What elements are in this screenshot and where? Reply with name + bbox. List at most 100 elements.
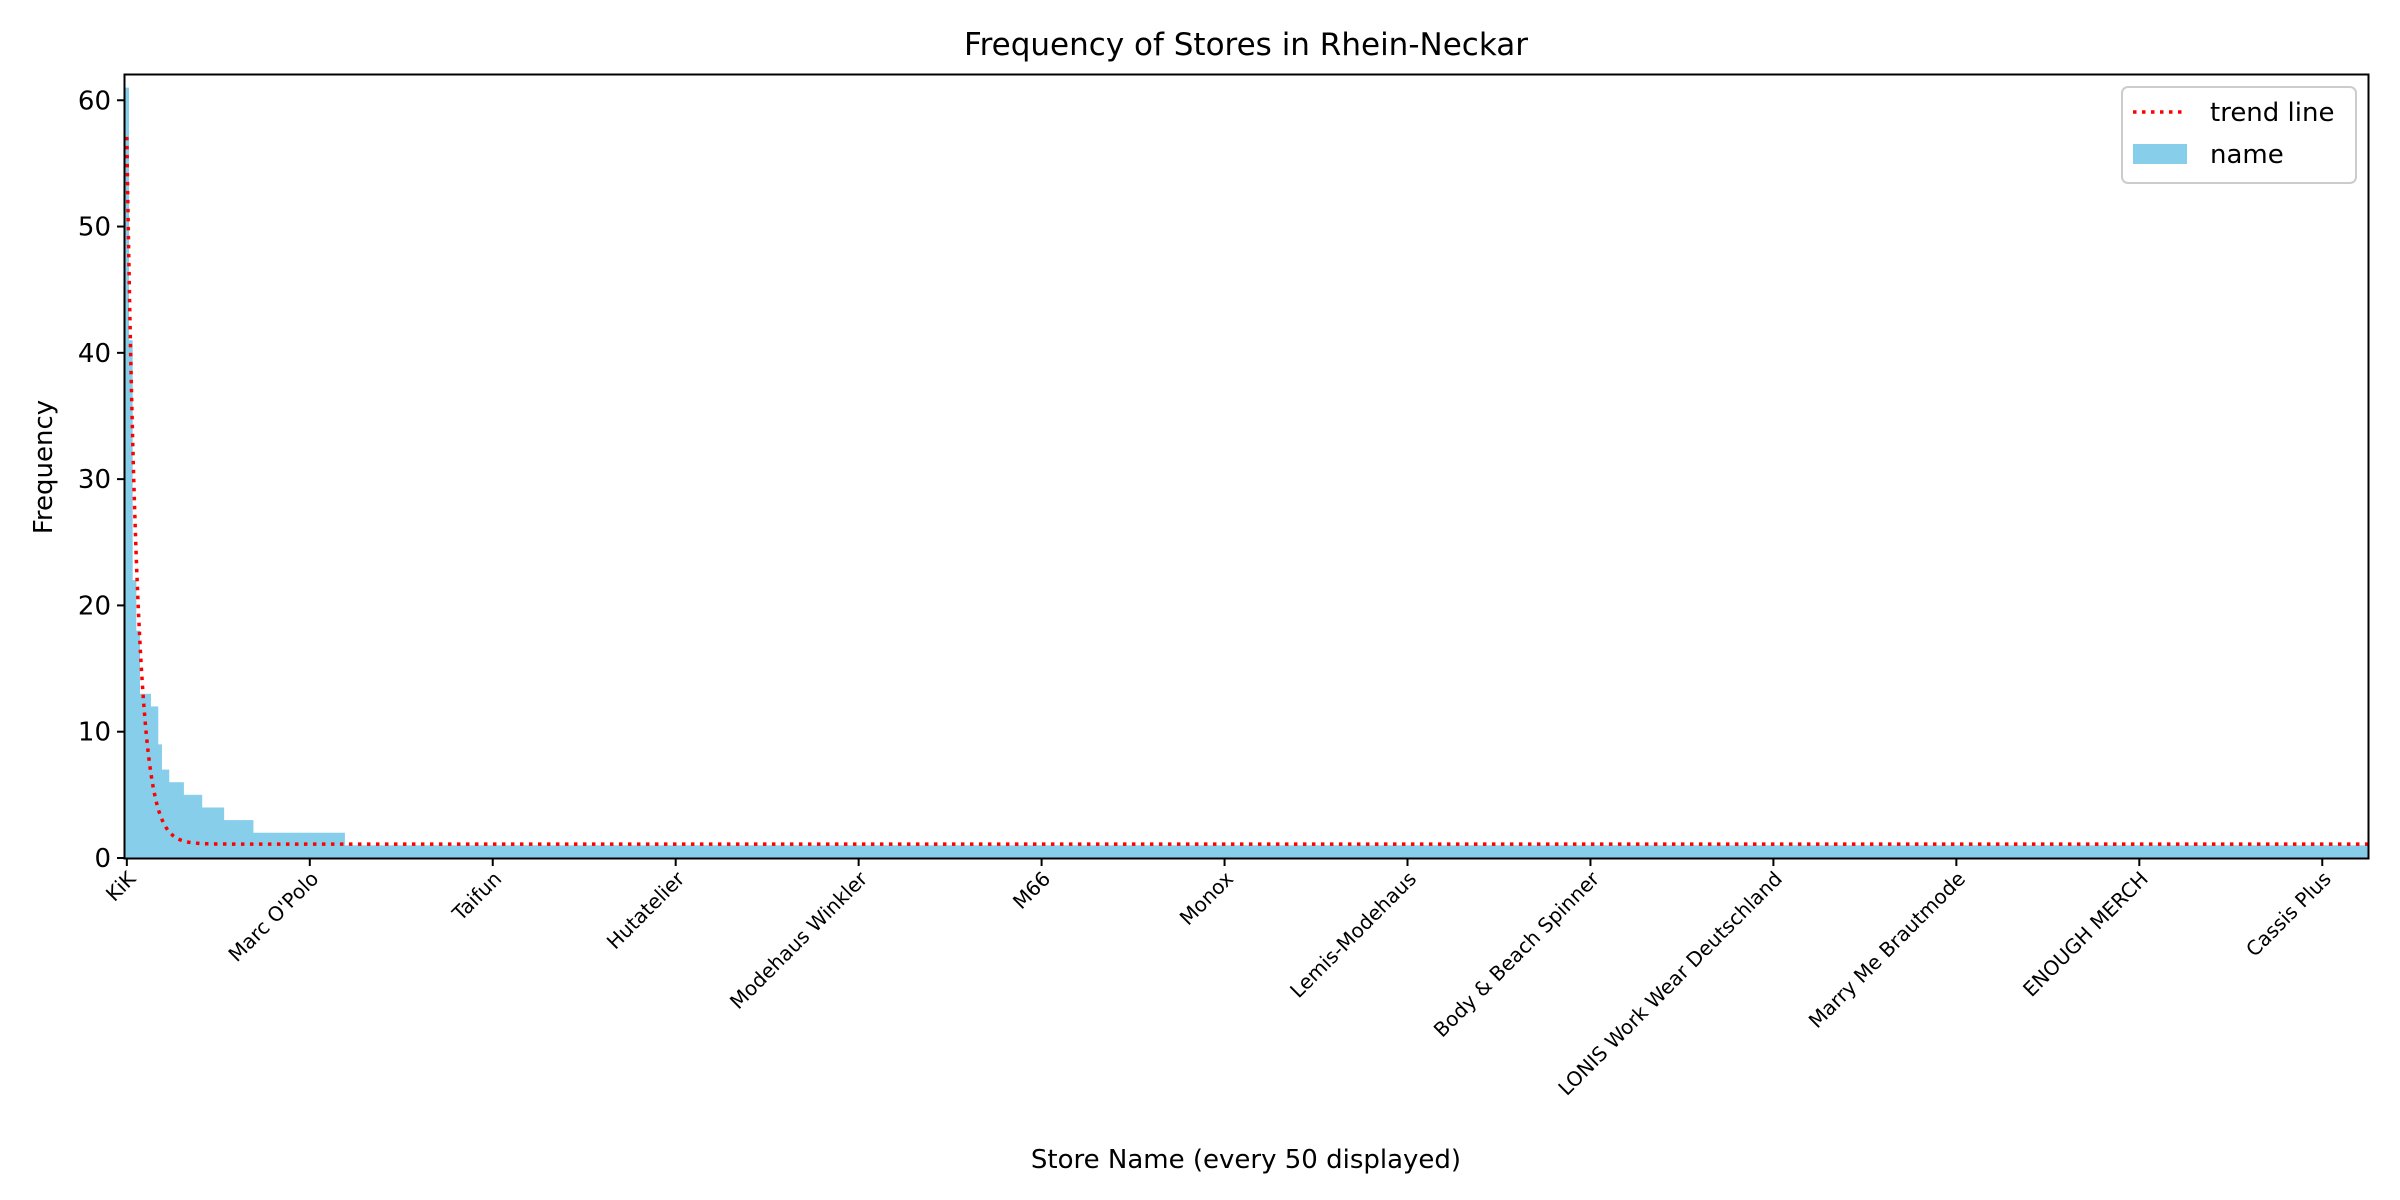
bar xyxy=(534,845,539,858)
bar xyxy=(962,845,967,858)
bar xyxy=(2056,845,2061,858)
bar xyxy=(955,845,960,858)
bar xyxy=(1998,845,2003,858)
bar xyxy=(2082,845,2087,858)
bar xyxy=(1332,845,1337,858)
bar xyxy=(1398,845,1403,858)
bar xyxy=(1380,845,1385,858)
bar xyxy=(1570,845,1575,858)
bar xyxy=(1149,845,1154,858)
bar xyxy=(1526,845,1531,858)
bar xyxy=(761,845,766,858)
bar xyxy=(743,845,748,858)
bar xyxy=(498,845,503,858)
bar xyxy=(1376,845,1381,858)
bar xyxy=(1756,845,1761,858)
bar xyxy=(2152,845,2157,858)
bar xyxy=(597,845,602,858)
bar xyxy=(1628,845,1633,858)
bar xyxy=(838,845,843,858)
bar xyxy=(1563,845,1568,858)
bar xyxy=(1032,845,1037,858)
bar xyxy=(2148,845,2153,858)
bar xyxy=(926,845,931,858)
bar xyxy=(256,832,261,858)
bar xyxy=(2324,845,2329,858)
bar xyxy=(871,845,876,858)
bar xyxy=(1837,845,1842,858)
x-tick-label: Hutatelier xyxy=(602,866,690,954)
bar xyxy=(2016,845,2021,858)
bar xyxy=(750,845,755,858)
bar xyxy=(2357,845,2362,858)
bar xyxy=(125,87,130,858)
bar xyxy=(2250,845,2255,858)
bar xyxy=(165,769,170,858)
bar xyxy=(1775,845,1780,858)
bar xyxy=(483,845,488,858)
bar xyxy=(1438,845,1443,858)
bar xyxy=(337,832,342,858)
bar xyxy=(296,832,301,858)
bar xyxy=(315,832,320,858)
bar xyxy=(1541,845,1546,858)
bar xyxy=(1043,845,1048,858)
bar xyxy=(1098,845,1103,858)
bar xyxy=(300,832,305,858)
bar xyxy=(1720,845,1725,858)
bar xyxy=(143,693,148,858)
bar xyxy=(377,845,382,858)
bar xyxy=(886,845,891,858)
bar xyxy=(673,845,678,858)
bar xyxy=(1943,845,1948,858)
bar xyxy=(1552,845,1557,858)
bar xyxy=(1109,845,1114,858)
bar xyxy=(245,820,250,858)
bar xyxy=(2126,845,2131,858)
bar xyxy=(772,845,777,858)
bar xyxy=(1910,845,1915,858)
bar xyxy=(1131,845,1136,858)
bar xyxy=(520,845,525,858)
bar xyxy=(659,845,664,858)
y-tick-label: 60 xyxy=(78,86,111,116)
x-tick-label: Marry Me Brautmode xyxy=(1804,867,1970,1033)
bar xyxy=(1654,845,1659,858)
bar xyxy=(1691,845,1696,858)
bar xyxy=(1932,845,1937,858)
bar xyxy=(2024,845,2029,858)
x-axis-label: Store Name (every 50 displayed) xyxy=(1031,1145,1461,1175)
bar xyxy=(1270,845,1275,858)
bar xyxy=(2181,845,2186,858)
bar xyxy=(2071,845,2076,858)
bar xyxy=(2232,845,2237,858)
bar xyxy=(1112,845,1117,858)
y-tick-label: 30 xyxy=(78,465,111,495)
bar xyxy=(2035,845,2040,858)
bar xyxy=(2217,845,2222,858)
bar xyxy=(1303,845,1308,858)
bar xyxy=(2294,845,2299,858)
bar xyxy=(1734,845,1739,858)
bar xyxy=(1925,845,1930,858)
bar xyxy=(351,845,356,858)
bar xyxy=(1950,845,1955,858)
bar xyxy=(1244,845,1249,858)
bar xyxy=(699,845,704,858)
bar xyxy=(2013,845,2018,858)
bar xyxy=(758,845,763,858)
bar xyxy=(747,845,752,858)
bar xyxy=(516,845,521,858)
bar xyxy=(505,845,510,858)
bar xyxy=(468,845,473,858)
bar xyxy=(1731,845,1736,858)
bar xyxy=(1991,845,1996,858)
bar xyxy=(1434,845,1439,858)
bar xyxy=(1193,845,1198,858)
y-tick-label: 0 xyxy=(94,844,111,874)
bar xyxy=(1277,845,1282,858)
bar xyxy=(1764,845,1769,858)
bar xyxy=(1094,845,1099,858)
bar xyxy=(710,845,715,858)
bar xyxy=(1310,845,1315,858)
